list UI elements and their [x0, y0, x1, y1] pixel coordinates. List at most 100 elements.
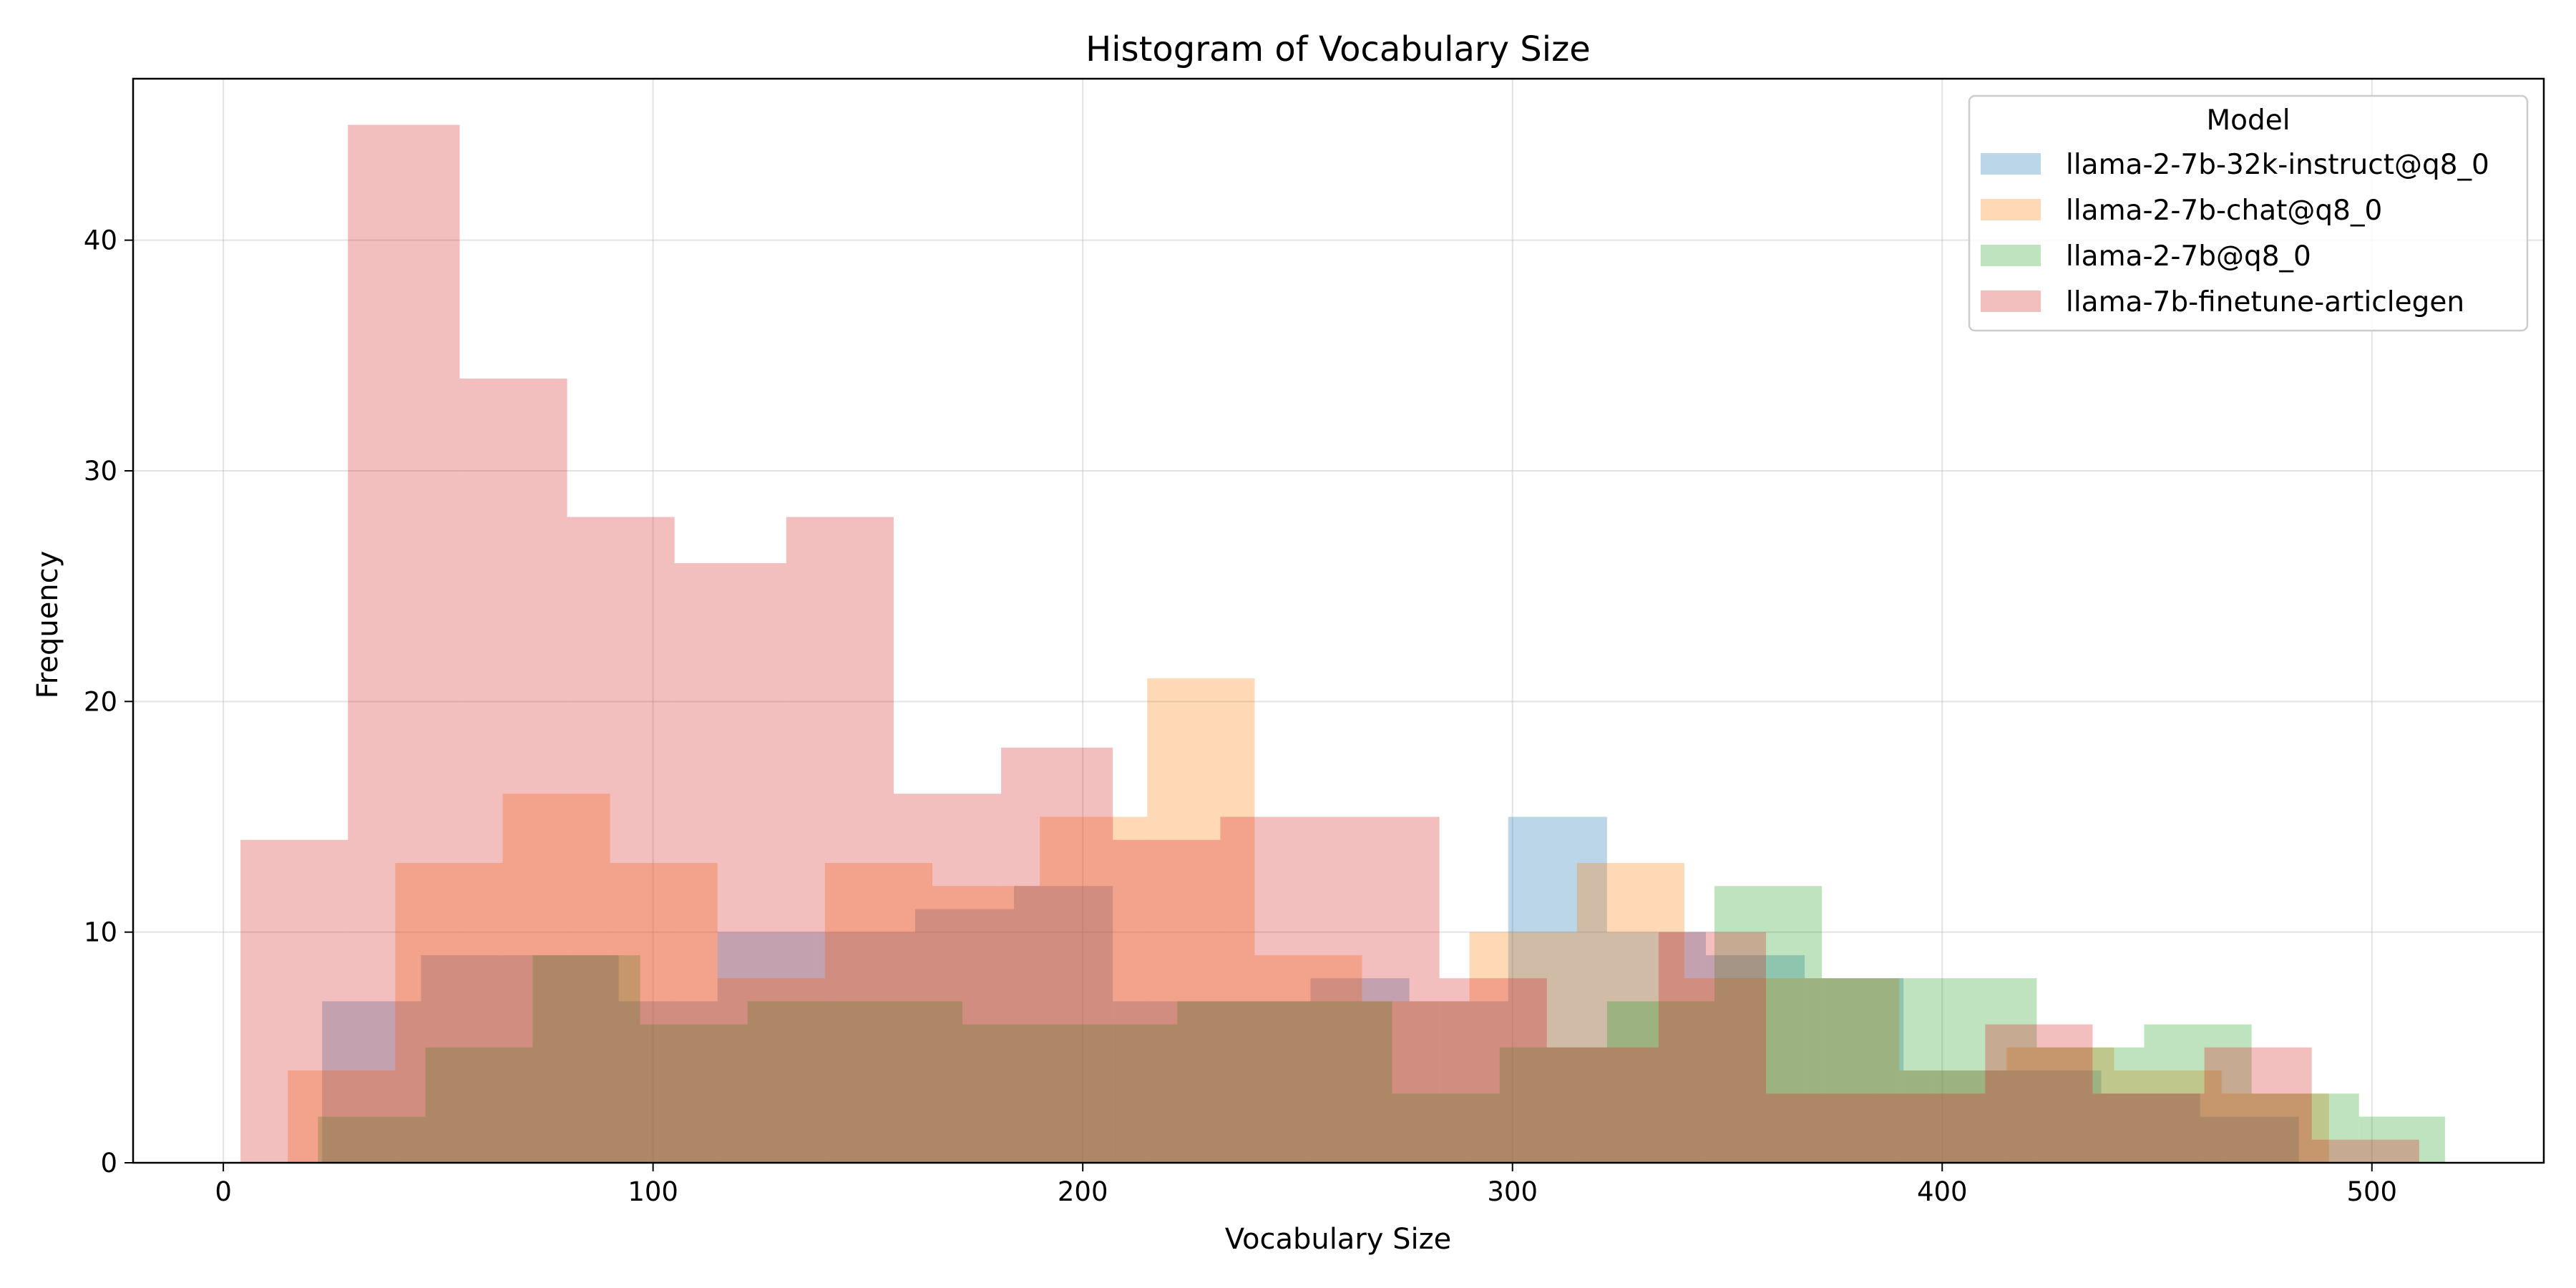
- legend-swatch: [1981, 199, 2041, 220]
- legend: Model llama-2-7b-32k-instruct@q8_0llama-…: [1968, 94, 2529, 332]
- histogram-bar: [1705, 955, 1805, 1163]
- legend-items: llama-2-7b-32k-instruct@q8_0 llama-2-7b-c…: [1981, 149, 2489, 318]
- x-tick-label: 200: [1058, 1176, 1108, 1207]
- histogram-bar: [1332, 816, 1440, 1163]
- histogram-bar: [1284, 1001, 1392, 1163]
- legend-entry-label: llama-2-7b@q8_0: [2066, 240, 2311, 273]
- series-1-bars: [322, 816, 2299, 1163]
- histogram-bar: [1658, 932, 1767, 1163]
- histogram-bar: [747, 1001, 855, 1163]
- histogram-bar: [2114, 1070, 2222, 1163]
- plot-frame: [132, 77, 2545, 1164]
- histogram-bar: [717, 978, 825, 1163]
- histogram-bar: [1113, 1001, 1212, 1163]
- histogram-bar: [1606, 1001, 1714, 1163]
- histogram-bar: [2311, 1139, 2419, 1163]
- series-2-bars: [288, 678, 2329, 1163]
- histogram-bar: [786, 517, 894, 1163]
- histogram-bar: [618, 1001, 718, 1163]
- histogram-bar: [1310, 978, 1410, 1163]
- histogram-bar: [288, 1070, 396, 1163]
- x-tick-label: 0: [215, 1176, 232, 1207]
- legend-swatch: [1981, 245, 2041, 266]
- histogram-bar: [2092, 1093, 2205, 1163]
- series-4-bars: [240, 125, 2419, 1163]
- histogram-bar: [421, 955, 520, 1163]
- histogram-bar: [1576, 862, 1684, 1163]
- y-tick-label: 0: [100, 1148, 117, 1179]
- x-tick-label: 500: [2346, 1176, 2397, 1207]
- y-axis-ticks: 0 10 20 30 40: [84, 225, 133, 1179]
- y-tick-label: 20: [84, 686, 117, 717]
- histogram-bar: [893, 794, 1002, 1163]
- histogram-bar: [2204, 1047, 2312, 1163]
- histogram-bar: [854, 1001, 963, 1163]
- y-tick-label: 30: [84, 456, 117, 487]
- y-tick-label: 10: [84, 917, 117, 948]
- histogram-bar: [322, 1001, 421, 1163]
- histogram-bar: [1014, 886, 1113, 1163]
- histogram-bar: [502, 794, 610, 1163]
- legend-swatch: [1981, 153, 2041, 175]
- histogram-bar: [1714, 886, 1823, 1163]
- histogram-bar: [1147, 678, 1255, 1163]
- legend-title: Model: [2206, 104, 2290, 137]
- histogram-bar: [1040, 816, 1148, 1163]
- histogram-bar: [395, 862, 503, 1163]
- histogram-bar: [1392, 1093, 1500, 1163]
- histogram-bar: [1546, 1047, 1659, 1163]
- histogram-bar: [1684, 978, 1792, 1163]
- x-tick-label: 400: [1917, 1176, 1968, 1207]
- histogram-bar: [1254, 955, 1362, 1163]
- y-axis-label: Frequency: [31, 551, 64, 699]
- legend-entry-label: llama-2-7b-32k-instruct@q8_0: [2066, 149, 2489, 181]
- histogram-bar: [2002, 1070, 2102, 1163]
- histogram-bar: [1805, 978, 1904, 1163]
- histogram-bar: [567, 517, 675, 1163]
- x-axis-label: Vocabulary Size: [1225, 1223, 1452, 1256]
- histogram-bar: [2144, 1024, 2252, 1163]
- histogram-bar: [2006, 1047, 2114, 1163]
- histogram-bar: [459, 379, 567, 1163]
- histogram-bar: [640, 1024, 748, 1163]
- histogram-bar: [610, 862, 718, 1163]
- histogram-bar: [1929, 978, 2037, 1163]
- legend-entry-label: llama-7b-finetune-articlegen: [2066, 286, 2464, 318]
- histogram-bar: [1873, 1093, 1986, 1163]
- histogram-bar: [348, 125, 460, 1163]
- histogram-bar: [914, 909, 1015, 1163]
- histogram-bar: [816, 932, 915, 1163]
- histogram-bar: [2200, 1116, 2299, 1163]
- histogram-bar: [1409, 1001, 1508, 1163]
- histogram-bar: [1822, 978, 1930, 1163]
- histogram-bar: [1899, 1070, 2007, 1163]
- histogram-bars: [240, 125, 2445, 1163]
- histogram-bar: [1439, 978, 1547, 1163]
- histogram-bar: [519, 955, 619, 1163]
- histogram-bar: [1211, 1001, 1311, 1163]
- histogram-bar: [425, 1047, 533, 1163]
- histogram-bar: [1177, 1001, 1285, 1163]
- histogram-bar: [1469, 932, 1577, 1163]
- histogram-bar: [318, 1116, 426, 1163]
- histogram-bar: [1070, 1024, 1178, 1163]
- histogram-bar: [1499, 1047, 1607, 1163]
- chart-title: Histogram of Vocabulary Size: [1085, 29, 1591, 69]
- series-3-bars: [318, 886, 2445, 1163]
- histogram-bar: [1766, 1093, 1874, 1163]
- legend-entry-label: llama-2-7b-chat@q8_0: [2066, 195, 2382, 227]
- histogram-bar: [1362, 1001, 1470, 1163]
- histogram-bar: [674, 562, 786, 1163]
- histogram-bar: [2221, 1093, 2329, 1163]
- histogram-bar: [1792, 978, 1900, 1163]
- histogram-bar: [2251, 1093, 2359, 1163]
- x-tick-label: 300: [1487, 1176, 1538, 1207]
- histogram-bar: [240, 839, 348, 1163]
- histogram-bar: [2358, 1116, 2445, 1163]
- histogram-bar: [932, 886, 1040, 1163]
- x-tick-label: 100: [628, 1176, 678, 1207]
- y-tick-label: 40: [84, 225, 117, 256]
- histogram-bar: [2101, 1093, 2200, 1163]
- legend-swatch: [1981, 291, 2041, 312]
